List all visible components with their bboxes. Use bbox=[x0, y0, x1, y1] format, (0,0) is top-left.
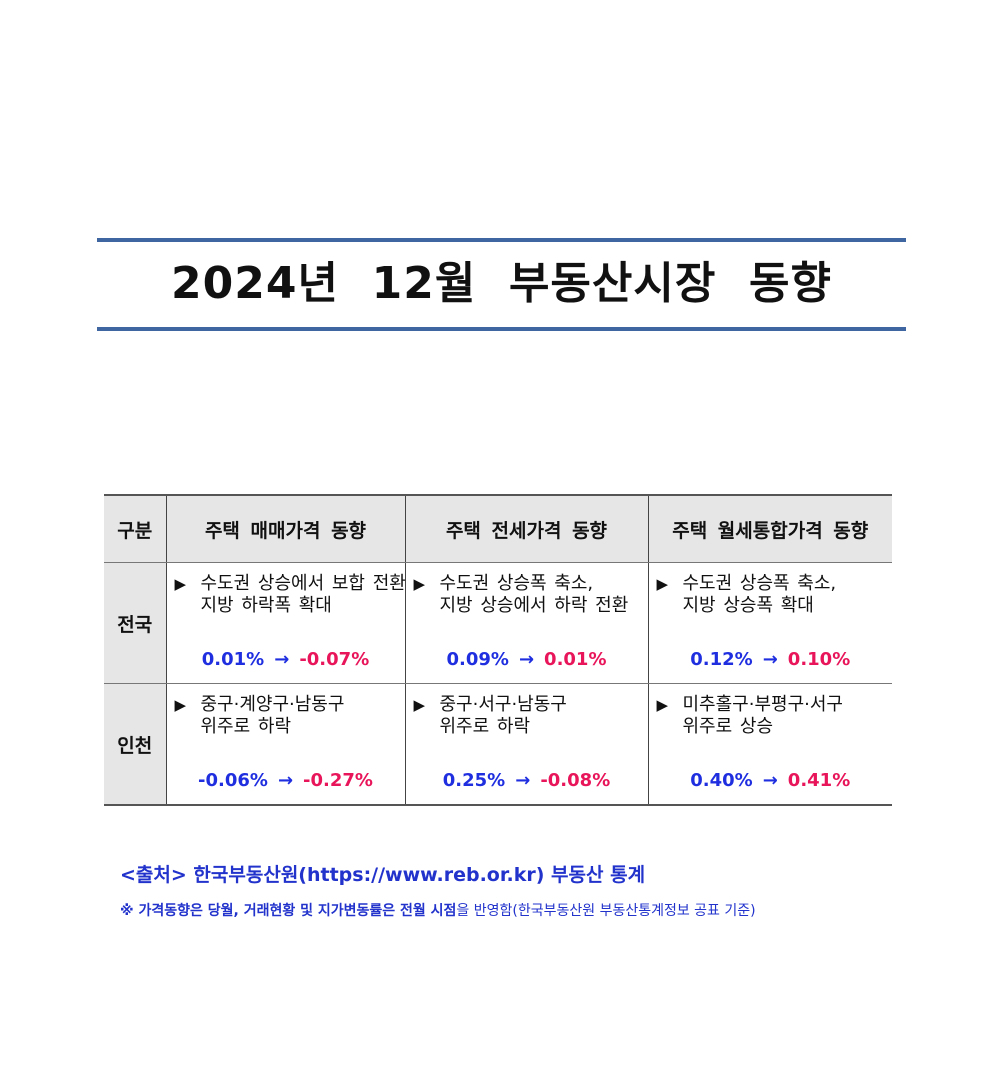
header-sale-price: 주택 매매가격 동향 bbox=[165, 494, 406, 563]
right-arrow-icon: → bbox=[518, 649, 535, 670]
table-row-incheon: 인천 ▶ 중구·계양구·남동구 위주로 하락 -0.06% → -0.27% ▶ 중… bbox=[104, 683, 893, 806]
trend-line-2: 위주로 상승 bbox=[682, 716, 774, 737]
trend-cell: ▶ 미추홀구·부평구·서구 위주로 상승 0.40% → 0.41% bbox=[647, 683, 893, 806]
footnote-regular: 을 반영함(한국부동산원 부동산통계정보 공표 기준) bbox=[456, 903, 756, 919]
rate-after: 0.10% bbox=[787, 649, 851, 670]
footnote: ※ 가격동향은 당월, 거래현황 및 지가변동률은 전월 시점을 반영함(한국부… bbox=[120, 900, 756, 920]
right-arrow-icon: → bbox=[762, 770, 778, 791]
trend-line-1: 수도권 상승폭 축소, bbox=[682, 573, 837, 594]
rate-after: -0.27% bbox=[303, 770, 373, 791]
rate-before: 0.01% bbox=[201, 649, 265, 670]
rate-change: 0.01% → -0.07% bbox=[167, 649, 405, 671]
right-arrow-icon: → bbox=[277, 770, 294, 791]
rate-after: -0.08% bbox=[540, 770, 611, 791]
header-monthly-rent-price: 주택 월세통합가격 동향 bbox=[647, 494, 892, 563]
trend-line-1: 수도권 상승폭 축소, bbox=[439, 573, 594, 594]
trend-cell: ▶ 중구·계양구·남동구 위주로 하락 -0.06% → -0.27% bbox=[165, 683, 406, 806]
trend-line-1: 미추홀구·부평구·서구 bbox=[682, 694, 843, 715]
title-top-rule bbox=[97, 238, 906, 242]
rate-change: 0.40% → 0.41% bbox=[649, 770, 893, 792]
triangle-bullet-icon: ▶ bbox=[174, 575, 187, 593]
region-label: 전국 bbox=[104, 562, 167, 684]
triangle-bullet-icon: ▶ bbox=[413, 575, 426, 593]
table-header-row: 구분 주택 매매가격 동향 주택 전세가격 동향 주택 월세통합가격 동향 bbox=[104, 494, 892, 563]
rate-before: 0.40% bbox=[690, 770, 753, 791]
right-arrow-icon: → bbox=[515, 770, 531, 791]
trend-line-2: 위주로 하락 bbox=[200, 716, 292, 737]
page-title: 2024년 12월 부동산시장 동향 bbox=[171, 258, 832, 309]
trend-line-1: 중구·계양구·남동구 bbox=[200, 694, 345, 715]
source-citation: <출처> 한국부동산원(https://www.reb.or.kr) 부동산 통… bbox=[120, 864, 646, 886]
trend-line-2: 위주로 하락 bbox=[439, 716, 531, 737]
rate-change: 0.25% → -0.08% bbox=[406, 770, 648, 792]
header-category: 구분 bbox=[104, 494, 167, 563]
triangle-bullet-icon: ▶ bbox=[413, 696, 426, 714]
right-arrow-icon: → bbox=[274, 649, 290, 670]
rate-after: 0.41% bbox=[787, 770, 851, 791]
region-label: 인천 bbox=[104, 683, 167, 806]
rate-change: 0.09% → 0.01% bbox=[406, 649, 648, 671]
trend-cell: ▶ 수도권 상승폭 축소, 지방 상승폭 확대 0.12% → 0.10% bbox=[647, 562, 893, 684]
rate-change: 0.12% → 0.10% bbox=[649, 649, 893, 671]
trend-cell: ▶ 중구·서구·남동구 위주로 하락 0.25% → -0.08% bbox=[404, 683, 649, 806]
trend-line-1: 중구·서구·남동구 bbox=[439, 694, 567, 715]
header-jeonse-price: 주택 전세가격 동향 bbox=[404, 494, 649, 563]
triangle-bullet-icon: ▶ bbox=[656, 575, 669, 593]
right-arrow-icon: → bbox=[762, 649, 778, 670]
rate-before: 0.12% bbox=[690, 649, 753, 670]
footnote-bold: ※ 가격동향은 당월, 거래현황 및 지가변동률은 전월 시점 bbox=[120, 903, 457, 919]
trend-line-2: 지방 상승폭 확대 bbox=[682, 595, 814, 616]
rate-before: 0.25% bbox=[442, 770, 506, 791]
trend-line-2: 지방 하락폭 확대 bbox=[200, 595, 332, 616]
triangle-bullet-icon: ▶ bbox=[174, 696, 187, 714]
rate-after: 0.01% bbox=[544, 649, 607, 670]
trend-line-2: 지방 상승에서 하락 전환 bbox=[439, 595, 629, 616]
market-trend-table: 구분 주택 매매가격 동향 주택 전세가격 동향 주택 월세통합가격 동향 전국… bbox=[104, 494, 892, 806]
rate-before: 0.09% bbox=[446, 649, 509, 670]
trend-cell: ▶ 수도권 상승폭 축소, 지방 상승에서 하락 전환 0.09% → 0.01% bbox=[404, 562, 649, 684]
rate-before: -0.06% bbox=[198, 770, 268, 791]
table-row-national: 전국 ▶ 수도권 상승에서 보합 전환 지방 하락폭 확대 0.01% → -0.0… bbox=[104, 562, 893, 684]
rate-change: -0.06% → -0.27% bbox=[167, 770, 405, 792]
trend-cell: ▶ 수도권 상승에서 보합 전환 지방 하락폭 확대 0.01% → -0.07% bbox=[165, 562, 406, 684]
title-bottom-rule bbox=[97, 327, 906, 331]
triangle-bullet-icon: ▶ bbox=[656, 696, 669, 714]
rate-after: -0.07% bbox=[299, 649, 370, 670]
trend-line-1: 수도권 상승에서 보합 전환 bbox=[200, 573, 406, 594]
